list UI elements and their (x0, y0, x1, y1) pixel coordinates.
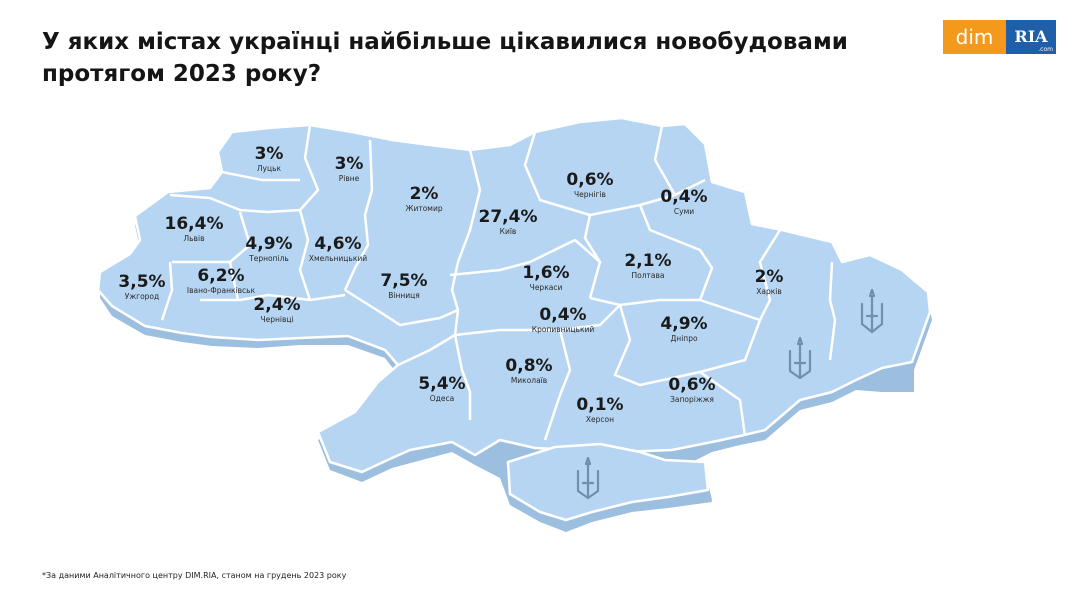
share-value: 2% (410, 184, 439, 204)
region-label-zhytomyr: 2%Житомир (405, 184, 442, 213)
share-value: 3,5% (118, 272, 165, 292)
city-name: Хмельницький (309, 254, 367, 263)
share-value: 2,1% (624, 251, 671, 271)
city-name: Херсон (586, 415, 614, 424)
logo-ria: RIA .com (1006, 20, 1056, 54)
region-label-ternopil: 4,9%Тернопіль (245, 234, 292, 263)
region-label-poltava: 2,1%Полтава (624, 251, 671, 280)
city-name: Ужгород (125, 292, 159, 301)
region-label-chernivtsi: 2,4%Чернівці (253, 295, 300, 324)
share-value: 0,8% (505, 356, 552, 376)
region-label-kyiv: 27,4%Київ (479, 207, 538, 236)
region-label-kharkiv: 2%Харків (755, 267, 784, 296)
crimea-shape (506, 442, 710, 522)
city-name: Івано-Франківськ (187, 286, 256, 295)
city-name: Тернопіль (248, 254, 289, 263)
city-name: Черкаси (530, 283, 563, 292)
share-value: 2% (755, 267, 784, 287)
region-label-kherson: 0,1%Херсон (576, 395, 623, 424)
region-label-chernihiv: 0,6%Чернігів (566, 170, 613, 199)
region-label-vinnytsia: 7,5%Вінниця (380, 271, 427, 300)
region-shapes (96, 116, 932, 532)
footnote: *За даними Аналітичного центру DIM.RIA, … (42, 571, 347, 580)
city-name: Луцьк (257, 164, 282, 173)
city-name: Чернігів (574, 190, 606, 199)
region-label-lviv: 16,4%Львів (165, 214, 224, 243)
city-name: Чернівці (260, 315, 293, 324)
region-label-mykolaiv: 0,8%Миколаїв (505, 356, 552, 385)
city-name: Харків (756, 287, 782, 296)
region-label-sumy: 0,4%Суми (660, 187, 707, 216)
region-label-kropyvnytskyi: 0,4%Кропивницький (532, 305, 595, 334)
share-value: 0,6% (566, 170, 613, 190)
city-name: Львів (184, 234, 205, 243)
region-label-cherkasy: 1,6%Черкаси (522, 263, 569, 292)
share-value: 16,4% (165, 214, 224, 234)
share-value: 4,9% (660, 314, 707, 334)
logo-ria-sub: .com (1038, 46, 1053, 53)
share-value: 3% (255, 144, 284, 164)
share-value: 2,4% (253, 295, 300, 315)
region-label-rivne: 3%Рівне (335, 154, 364, 183)
trident-icon-donetsk (788, 336, 812, 380)
share-value: 3% (335, 154, 364, 174)
share-value: 0,4% (660, 187, 707, 207)
share-value: 7,5% (380, 271, 427, 291)
share-value: 5,4% (418, 374, 465, 394)
city-name: Дніпро (670, 334, 698, 343)
dim-ria-logo[interactable]: dim RIA .com (943, 20, 1056, 54)
share-value: 1,6% (522, 263, 569, 283)
share-value: 0,1% (576, 395, 623, 415)
city-name: Миколаїв (511, 376, 547, 385)
share-value: 4,9% (245, 234, 292, 254)
city-name: Рівне (339, 174, 360, 183)
trident-icon-crimea (576, 456, 600, 500)
city-name: Одеса (430, 394, 454, 403)
oblast-borders (160, 124, 837, 441)
share-value: 27,4% (479, 207, 538, 227)
region-label-khmelnytskyi: 4,6%Хмельницький (309, 234, 367, 263)
share-value: 0,6% (668, 375, 715, 395)
city-name: Вінниця (388, 291, 420, 300)
trident-icon-luhansk (860, 288, 884, 334)
share-value: 4,6% (314, 234, 361, 254)
city-name: Житомир (405, 204, 442, 213)
logo-dim: dim (943, 20, 1006, 54)
share-value: 0,4% (539, 305, 586, 325)
city-name: Суми (674, 207, 694, 216)
logo-ria-text: RIA (1014, 27, 1048, 46)
region-label-dnipro: 4,9%Дніпро (660, 314, 707, 343)
share-value: 6,2% (197, 266, 244, 286)
city-name: Запоріжжя (670, 395, 714, 404)
region-label-ivano-frankivsk: 6,2%Івано-Франківськ (187, 266, 256, 295)
region-label-lutsk: 3%Луцьк (255, 144, 284, 173)
city-name: Київ (500, 227, 517, 236)
region-label-zaporizhzhia: 0,6%Запоріжжя (668, 375, 715, 404)
page-title: У яких містах українці найбільше цікавил… (42, 29, 848, 87)
city-name: Кропивницький (532, 325, 595, 334)
region-label-uzhhorod: 3,5%Ужгород (118, 272, 165, 301)
city-name: Полтава (631, 271, 664, 280)
mainland-shape (96, 116, 932, 474)
region-label-odesa: 5,4%Одеса (418, 374, 465, 403)
